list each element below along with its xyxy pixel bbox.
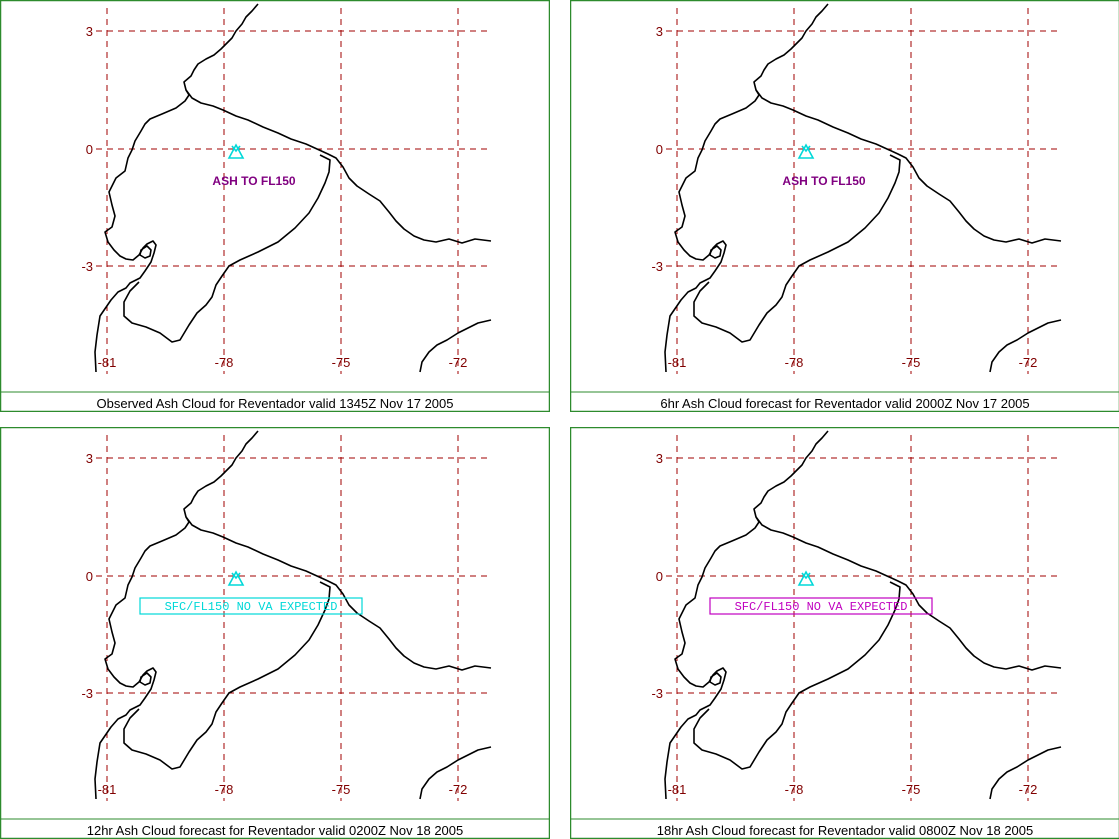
border-east — [419, 746, 492, 800]
border-south — [693, 154, 901, 343]
lon-tick-label: -81 — [668, 782, 687, 797]
ash-label-box — [709, 597, 933, 615]
lon-tick-label: -75 — [902, 355, 921, 370]
map-svg: 3 0 -3 -81 -78 -75 -72 SFC/FL150 NO VA EXPECTED… — [0, 427, 550, 839]
coastline — [664, 430, 829, 800]
coastline — [94, 3, 259, 373]
border-north — [755, 516, 1062, 671]
panel-frame — [570, 0, 1119, 412]
ash-label: SFC/FL150 NO VA EXPECTED — [165, 600, 338, 614]
lon-tick-label: -72 — [449, 355, 468, 370]
panel-frame — [570, 427, 1119, 839]
graticule — [96, 435, 491, 801]
graticule — [666, 435, 1061, 801]
lat-tick-label: 0 — [656, 142, 663, 157]
basemap — [94, 430, 492, 800]
lon-tick-label: -81 — [98, 782, 117, 797]
lat-tick-label: 0 — [656, 569, 663, 584]
lat-tick-label: -3 — [81, 259, 93, 274]
border-north — [755, 89, 1062, 244]
border-east — [419, 319, 492, 373]
lat-tick-label: 3 — [86, 451, 93, 466]
lon-tick-label: -78 — [785, 782, 804, 797]
panel-frame — [0, 0, 550, 412]
lon-tick-label: -72 — [1019, 782, 1038, 797]
lon-tick-label: -72 — [1019, 355, 1038, 370]
lon-tick-label: -78 — [215, 355, 234, 370]
lon-tick-label: -72 — [449, 782, 468, 797]
ash-label: ASH TO FL150 — [782, 174, 865, 188]
basemap — [94, 3, 492, 373]
lat-tick-label: -3 — [81, 686, 93, 701]
lat-tick-label: -3 — [651, 259, 663, 274]
panel-caption: 6hr Ash Cloud forecast for Reventador va… — [660, 396, 1029, 411]
map-panel-6hr: 3 0 -3 -81 -78 -75 -72 ASH TO FL150 6hr Ash Clou… — [570, 0, 1119, 412]
map-svg: 3 0 -3 -81 -78 -75 -72 SFC/FL150 NO VA EXPECTED… — [570, 427, 1119, 839]
lat-tick-label: 3 — [656, 24, 663, 39]
lat-tick-label: -3 — [651, 686, 663, 701]
island — [139, 672, 152, 686]
map-panel-12hr: 3 0 -3 -81 -78 -75 -72 SFC/FL150 NO VA EXPECTED… — [0, 427, 550, 839]
volcano-icon — [797, 570, 815, 586]
panel-caption: Observed Ash Cloud for Reventador valid … — [97, 396, 454, 411]
lon-tick-label: -81 — [98, 355, 117, 370]
panel-caption: 12hr Ash Cloud forecast for Reventador v… — [87, 823, 464, 838]
map-panel-observed: 3 0 -3 -81 -78 -75 -72 ASH TO FL150 Observed Ash… — [0, 0, 550, 412]
panel-frame — [0, 427, 550, 839]
map-svg: 3 0 -3 -81 -78 -75 -72 ASH TO FL150 6hr Ash Clou… — [570, 0, 1119, 412]
border-north — [185, 89, 492, 244]
border-south — [123, 154, 331, 343]
lat-tick-label: 0 — [86, 142, 93, 157]
coastline — [664, 3, 829, 373]
lon-tick-label: -78 — [785, 355, 804, 370]
island — [709, 672, 722, 686]
lat-tick-label: 3 — [86, 24, 93, 39]
ash-label: ASH TO FL150 — [212, 174, 295, 188]
border-north — [185, 516, 492, 671]
lat-tick-label: 0 — [86, 569, 93, 584]
volcano-icon — [227, 143, 245, 159]
ash-label: SFC/FL150 NO VA EXPECTED — [735, 600, 908, 614]
map-panel-18hr: 3 0 -3 -81 -78 -75 -72 SFC/FL150 NO VA EXPECTED… — [570, 427, 1119, 839]
border-east — [989, 319, 1062, 373]
lon-tick-label: -75 — [332, 355, 351, 370]
border-east — [989, 746, 1062, 800]
ash-label-box — [139, 597, 363, 615]
coastline — [94, 430, 259, 800]
lon-tick-label: -75 — [332, 782, 351, 797]
volcano-icon — [227, 570, 245, 586]
panel-caption: 18hr Ash Cloud forecast for Reventador v… — [657, 823, 1034, 838]
basemap — [664, 3, 1062, 373]
border-south — [693, 581, 901, 770]
lat-tick-label: 3 — [656, 451, 663, 466]
lon-tick-label: -81 — [668, 355, 687, 370]
graticule — [96, 8, 491, 374]
lon-tick-label: -78 — [215, 782, 234, 797]
basemap — [664, 430, 1062, 800]
graticule — [666, 8, 1061, 374]
island — [139, 245, 152, 259]
border-south — [123, 581, 331, 770]
volcano-icon — [797, 143, 815, 159]
lon-tick-label: -75 — [902, 782, 921, 797]
map-svg: 3 0 -3 -81 -78 -75 -72 ASH TO FL150 Observed Ash… — [0, 0, 550, 412]
island — [709, 245, 722, 259]
